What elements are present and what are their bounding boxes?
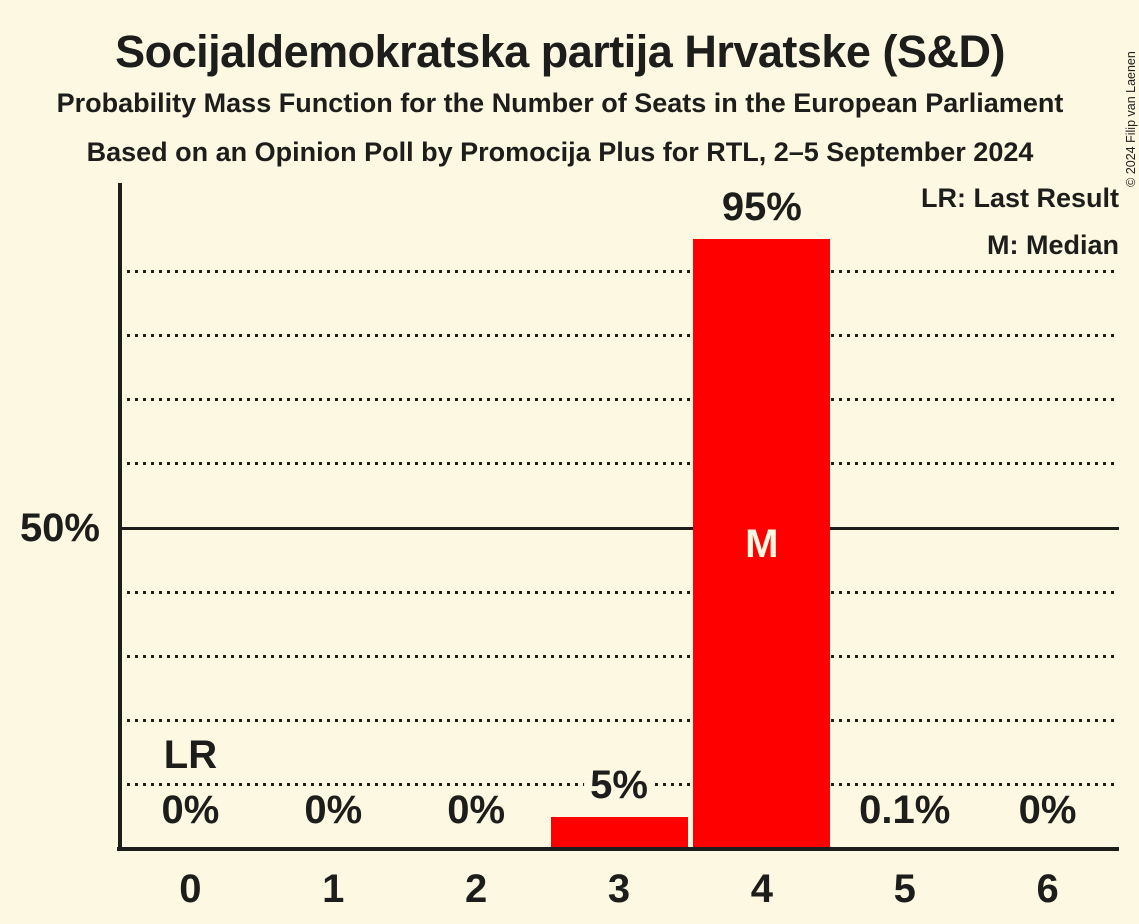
legend-median: M: Median (987, 230, 1119, 260)
gridline-80pct (119, 333, 1119, 337)
x-tick-label-5: 5 (893, 867, 916, 911)
x-tick-label-0: 0 (179, 867, 202, 911)
chart-subtitle: Probability Mass Function for the Number… (56, 88, 1064, 118)
gridline-60pct (119, 462, 1119, 466)
gridline-30pct (119, 654, 1119, 658)
gridline-20pct (119, 719, 1119, 723)
x-tick-label-6: 6 (1036, 867, 1059, 911)
bar-value-label-5: 0.1% (853, 790, 957, 830)
bar-value-label-1: 0% (298, 790, 369, 830)
chart-title: Socijaldemokratska partija Hrvatske (S&D… (115, 26, 1005, 77)
bar-value-label-3: 5% (584, 764, 654, 805)
bar-value-label-0: 0% (155, 790, 226, 830)
bar-seats-3 (550, 816, 688, 851)
x-tick-label-3: 3 (607, 867, 631, 911)
x-tick-label-2: 2 (465, 867, 488, 911)
legend-last-result: LR: Last Result (920, 183, 1119, 213)
bar-seats-4 (693, 239, 831, 851)
gridline-90pct (119, 269, 1119, 273)
chart-source-line: Based on an Opinion Poll by Promocija Pl… (86, 137, 1034, 167)
x-tick-label-1: 1 (322, 867, 345, 911)
y-tick-label-50pct: 50% (19, 506, 100, 550)
y-axis-line (118, 183, 122, 851)
gridline-40pct (119, 590, 1119, 594)
gridline-70pct (119, 398, 1119, 402)
median-label: M (745, 522, 779, 567)
bar-value-label-6: 0% (1012, 790, 1083, 830)
x-axis-line (117, 847, 1119, 851)
chart-legend: LR: Last Result M: Median (921, 184, 1119, 259)
bar-value-label-4: 95% (715, 187, 808, 228)
bar-value-label-2: 0% (441, 790, 512, 830)
last-result-label: LR (163, 733, 218, 777)
gridline-50pct-solid (119, 526, 1119, 530)
x-tick-label-4: 4 (750, 867, 773, 911)
